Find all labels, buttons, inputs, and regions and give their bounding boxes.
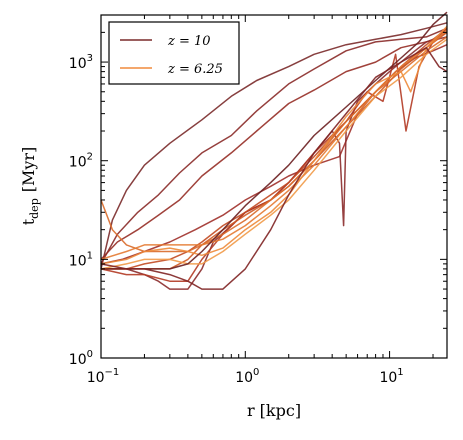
series-line-9 xyxy=(100,29,448,261)
x-axis-label: r [kpc] xyxy=(247,401,301,420)
legend-box xyxy=(108,21,240,85)
x-tick-label: 10−1 xyxy=(87,367,120,386)
y-axis-label-main: t xyxy=(19,218,38,225)
y-tick-label: 102 xyxy=(69,152,93,171)
x-tick-label: 101 xyxy=(379,367,403,386)
y-axis-label: tdep [Myr] xyxy=(19,147,41,226)
y-axis-label-text: tdep [Myr] xyxy=(19,147,41,226)
series-line-11 xyxy=(100,38,448,270)
series-line-8 xyxy=(100,36,448,253)
plot-frame xyxy=(100,14,448,359)
y-axis-label-unit: [Myr] xyxy=(19,147,38,193)
y-axis-label-sub: dep xyxy=(28,198,41,219)
y-tick-label: 100 xyxy=(69,349,93,368)
series-layer xyxy=(100,11,448,290)
y-tick-label: 101 xyxy=(69,250,93,269)
legend: z = 10 z = 6.25 xyxy=(108,21,240,85)
series-line-10 xyxy=(100,25,448,265)
series-line-13 xyxy=(100,46,448,290)
series-line-12 xyxy=(101,11,448,270)
x-tick-label: 100 xyxy=(235,367,259,386)
series-line-1 xyxy=(100,27,448,265)
legend-label-z10: z = 10 xyxy=(167,34,211,49)
y-tick-label: 103 xyxy=(69,53,93,72)
series-line-0 xyxy=(100,22,448,270)
series-line-2 xyxy=(100,36,448,260)
legend-label-z625: z = 6.25 xyxy=(167,62,223,77)
